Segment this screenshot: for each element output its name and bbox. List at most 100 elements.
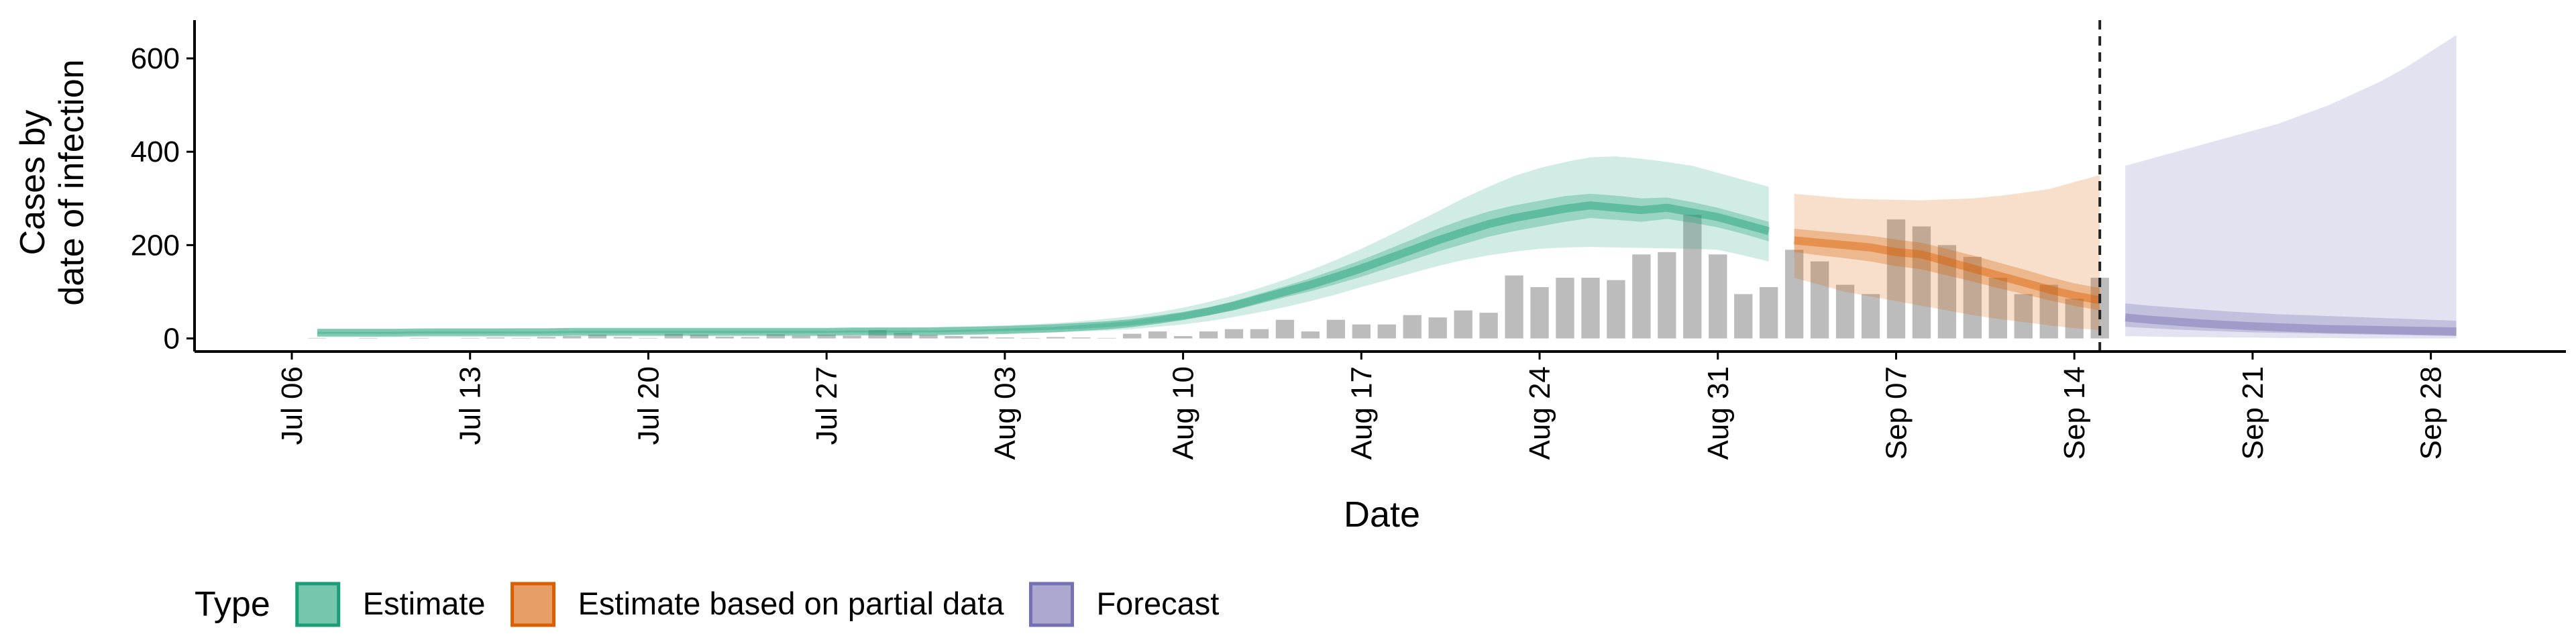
band-90 [317,156,1769,336]
legend-label: Estimate based on partial data [578,586,1005,621]
bar [792,335,810,339]
x-tick-label: Aug 31 [1702,366,1735,460]
x-tick-label: Aug 24 [1523,366,1556,460]
bar [868,329,887,339]
band-50 [317,193,1769,334]
bar [1173,336,1193,339]
bar [1250,329,1269,339]
band-50 [1794,229,2100,311]
bar [1199,331,1218,339]
bar [537,337,556,339]
bar [894,333,912,339]
bar [410,337,429,339]
y-axis-title-line: Cases by [13,110,52,256]
median-line [2125,313,2457,336]
bar [1632,254,1651,339]
bar [2039,284,2058,339]
bar [1148,331,1167,339]
bar [817,334,836,339]
bar [1428,317,1447,339]
bar [1454,310,1472,339]
y-tick-label: 600 [131,42,180,75]
bar [1123,333,1142,339]
bar [486,337,505,339]
x-tick-label: Jul 06 [276,366,309,445]
bar [1963,256,1982,339]
bar [1886,219,1906,339]
bar [1097,337,1116,339]
bar [1658,252,1676,339]
bar [1912,226,1931,339]
y-tick-label: 0 [164,323,180,356]
bar [843,335,861,339]
bar [1607,280,1625,339]
bar [664,333,684,339]
bar [1224,329,1244,339]
bar [766,334,785,339]
bar [1301,331,1320,339]
bar [1046,337,1065,339]
bar [1709,254,1727,339]
bar [1683,215,1702,339]
y-axis-title-line: date of infection [52,59,91,305]
bar [1988,278,2007,339]
x-tick-label: Sep 07 [1880,366,1913,460]
x-tick-label: Sep 14 [2058,366,2091,460]
band-90 [2125,35,2457,339]
bar [613,337,633,339]
bar [511,337,531,339]
bar [1937,245,1957,339]
bar [562,336,582,339]
bar [1072,337,1091,339]
bar [1734,294,1753,339]
bar [461,337,480,339]
bar [690,334,709,339]
x-tick-label: Jul 20 [632,366,665,445]
x-tick-label: Sep 28 [2415,366,2448,460]
bar [1556,278,1574,339]
y-axis-title: Cases by date of infection [13,59,91,305]
legend-key [511,582,556,627]
x-tick-label: Aug 17 [1345,366,1378,460]
legend-label: Forecast [1096,586,1219,621]
bar [1505,275,1523,339]
legend-key [295,582,341,627]
bar [639,337,658,339]
bar [741,337,759,339]
band-50 [2125,303,2457,337]
bar [1760,286,1778,339]
bar [2014,294,2033,339]
bar [1377,324,1396,339]
bar [1326,319,1346,339]
band-90 [1794,174,2100,330]
y-tick-label: 200 [131,229,180,262]
bar [1479,313,1498,339]
legend-label: Estimate [363,586,486,621]
x-axis-title: Date [1344,494,1420,535]
bar [1861,294,1880,339]
bar [1530,286,1549,339]
y-tick-label: 400 [131,136,180,168]
bar [1810,261,1829,339]
bar [1021,337,1040,339]
bar [945,336,963,339]
bar [359,337,378,339]
x-tick-label: Jul 13 [454,366,487,445]
median-line [1794,236,2101,305]
bar [1784,250,1804,339]
legend-title: Type [195,585,270,624]
bar [2065,299,2084,339]
bar [1835,284,1855,339]
bar [1403,315,1421,339]
x-tick-label: Aug 03 [989,366,1022,460]
bar [715,336,734,339]
x-tick-label: Sep 21 [2237,366,2269,460]
bar [588,334,607,339]
bar [308,337,327,339]
bar [919,334,938,339]
bar [1275,319,1295,339]
bar [996,337,1014,339]
x-tick-label: Jul 27 [810,366,843,445]
